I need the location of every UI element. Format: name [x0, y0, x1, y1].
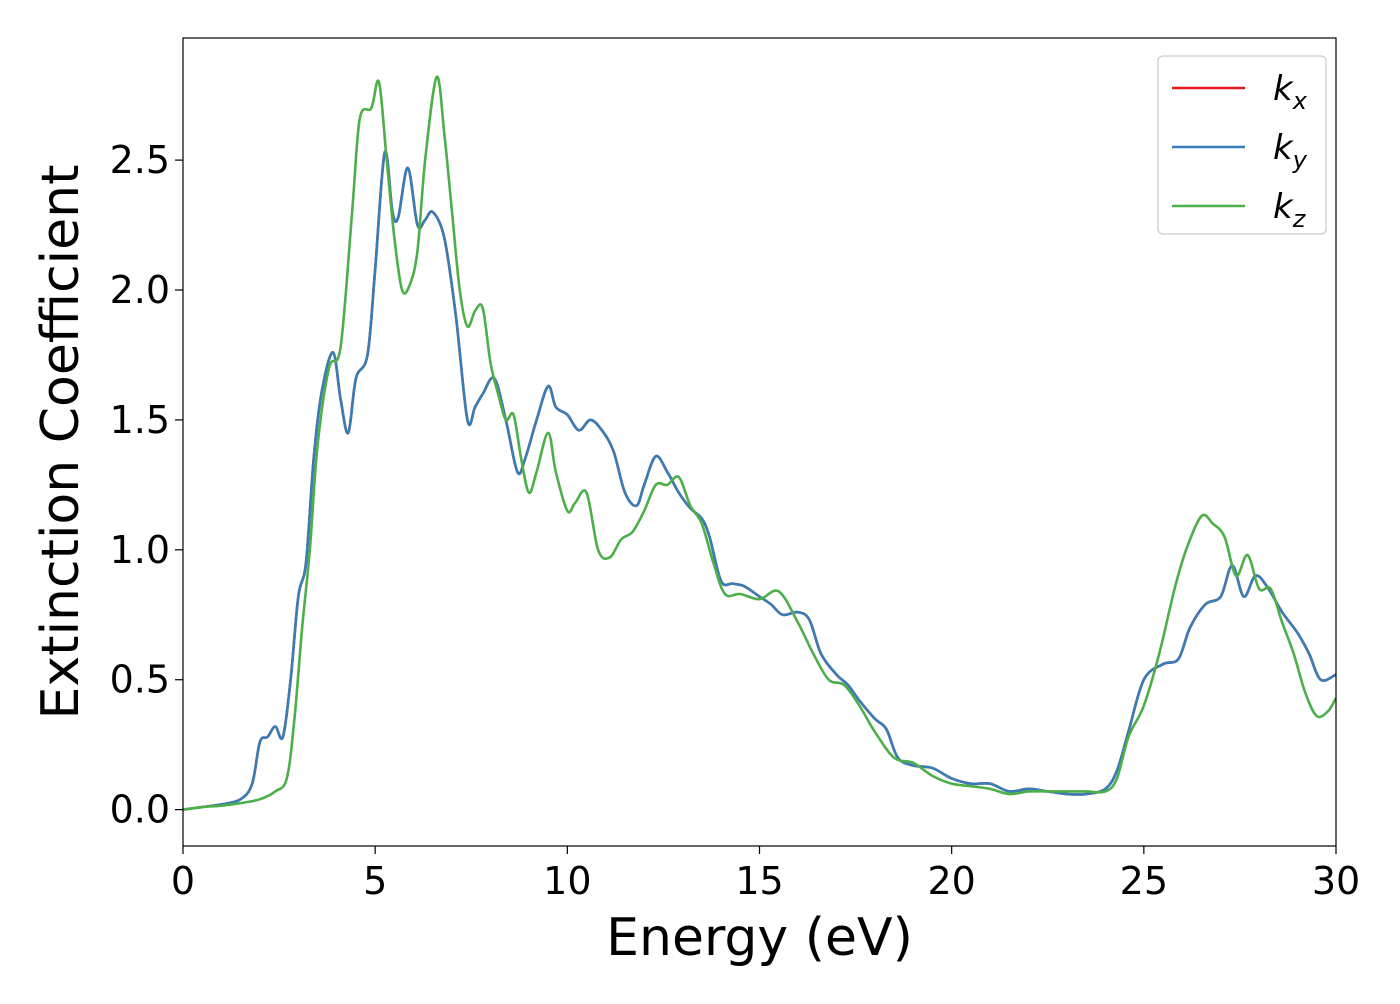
y-axis-label: Extinction Coefficient	[31, 165, 91, 720]
legend-label-y: ky	[1273, 128, 1308, 174]
legend-label-subscript: z	[1292, 205, 1307, 233]
legend-label-subscript: y	[1292, 146, 1308, 174]
x-tick-label: 5	[363, 859, 387, 903]
y-tick-label: 1.0	[110, 528, 170, 572]
y-tick-label: 1.5	[110, 398, 170, 442]
legend-label-base: k	[1273, 69, 1294, 109]
series-line-x	[183, 150, 1336, 811]
series-line-y	[183, 150, 1336, 811]
x-tick-label: 30	[1312, 859, 1360, 903]
y-tick-label: 2.0	[110, 268, 170, 312]
x-axis-ticks: 0 5 10 15 20 25 30	[171, 846, 1360, 903]
legend-label-base: k	[1273, 187, 1294, 227]
y-tick-label: 2.5	[110, 138, 170, 182]
x-tick-label: 10	[543, 859, 591, 903]
legend-label-subscript: x	[1292, 87, 1308, 115]
y-tick-label: 0.0	[110, 788, 170, 832]
y-tick-label: 0.5	[110, 658, 170, 702]
x-axis-label: Energy (eV)	[606, 908, 913, 968]
legend-box	[1157, 55, 1327, 235]
x-tick-label: 20	[927, 859, 975, 903]
x-tick-label: 0	[171, 859, 195, 903]
legend-label-base: k	[1273, 128, 1294, 168]
legend-label-z: kz	[1273, 187, 1307, 233]
y-axis-ticks: 0.0 0.5 1.0 1.5 2.0 2.5	[110, 138, 183, 832]
x-tick-label: 25	[1120, 859, 1168, 903]
series-line-z	[183, 75, 1336, 811]
series-layer	[183, 75, 1336, 811]
x-tick-label: 15	[735, 859, 783, 903]
legend-label-x: kx	[1273, 69, 1308, 115]
